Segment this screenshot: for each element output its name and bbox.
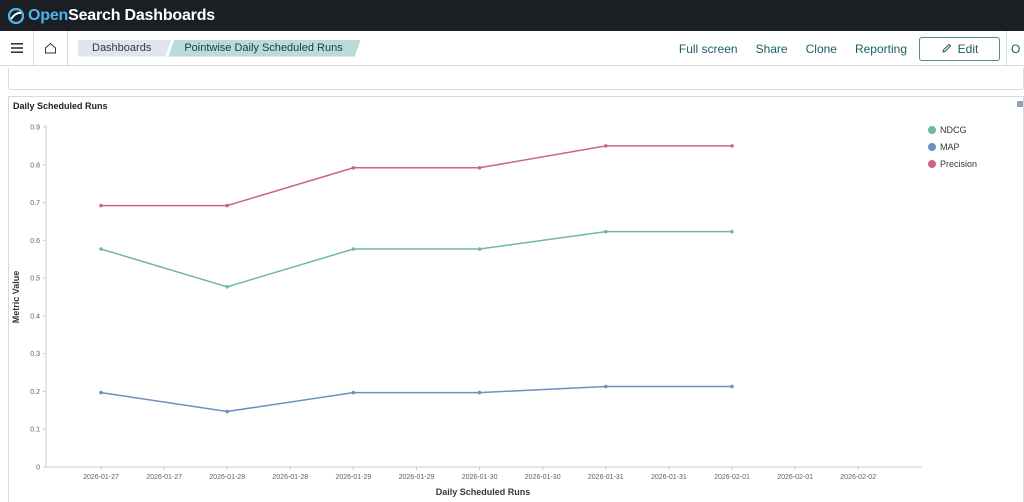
opensearch-logo-icon[interactable] <box>8 7 24 24</box>
more-options[interactable]: O <box>1006 31 1024 66</box>
legend-dot <box>928 142 936 151</box>
panel-options-icon[interactable] <box>1017 101 1023 107</box>
data-point-precision <box>730 144 734 148</box>
top-header: OpenSearch Dashboards <box>0 0 1024 31</box>
data-point-map <box>351 390 356 395</box>
legend-dot <box>928 125 936 134</box>
data-point-ndcg <box>477 247 482 251</box>
y-tick-label: 0 <box>36 465 40 472</box>
x-tick-label: 2026-01-30 <box>525 474 561 481</box>
legend-item-precision[interactable]: Precision <box>928 155 977 172</box>
data-point-ndcg <box>99 247 103 251</box>
y-tick-label: 0.4 <box>30 313 40 320</box>
chart-legend: NDCG MAP Precision <box>928 121 977 172</box>
y-tick-label: 0.5 <box>30 276 40 283</box>
y-tick-label: 0.9 <box>30 125 40 132</box>
data-point-ndcg <box>351 247 356 251</box>
x-tick-label: 2026-01-31 <box>651 474 687 481</box>
data-point-precision <box>225 203 229 208</box>
x-tick-label: 2026-02-01 <box>714 474 750 481</box>
breadcrumb-current-dashboard: Pointwise Daily Scheduled Runs <box>168 40 360 57</box>
y-tick-label: 0.3 <box>30 351 40 358</box>
full-screen-link[interactable]: Full screen <box>678 41 738 56</box>
data-point-map <box>99 390 103 395</box>
data-point-precision <box>99 203 103 208</box>
x-tick-label: 2026-01-29 <box>335 474 371 481</box>
brand-name[interactable]: OpenSearch Dashboards <box>28 6 215 24</box>
x-tick-label: 2026-02-02 <box>840 474 876 481</box>
legend-item-map[interactable]: MAP <box>928 138 977 155</box>
panel-title: Daily Scheduled Runs <box>13 101 108 111</box>
home-icon <box>45 42 56 54</box>
data-point-precision <box>351 166 356 170</box>
y-tick-label: 0.1 <box>30 427 40 434</box>
reporting-link[interactable]: Reporting <box>854 41 907 56</box>
data-point-map <box>477 390 482 395</box>
x-tick-label: 2026-01-28 <box>209 474 245 481</box>
data-point-ndcg <box>604 229 608 234</box>
legend-dot <box>928 159 936 168</box>
data-point-ndcg <box>225 285 229 289</box>
y-tick-label: 0.8 <box>30 162 40 169</box>
x-tick-label: 2026-02-01 <box>777 474 813 481</box>
clone-link[interactable]: Clone <box>805 41 837 56</box>
series-line-map <box>100 385 732 413</box>
data-point-map <box>604 384 608 389</box>
data-point-ndcg <box>730 229 734 234</box>
dashboard-actions: Full screen Share Clone Reporting Edit O <box>670 31 1024 66</box>
data-point-precision <box>604 144 608 148</box>
edit-button[interactable]: Edit <box>919 36 1000 61</box>
navigation-bar: Dashboards Pointwise Daily Scheduled Run… <box>0 30 1024 66</box>
pencil-icon <box>941 43 951 53</box>
breadcrumb-dashboards[interactable]: Dashboards <box>78 40 171 57</box>
y-tick-label: 0.6 <box>30 238 40 245</box>
x-tick-label: 2026-01-28 <box>272 474 308 481</box>
home-button[interactable] <box>34 30 68 66</box>
x-tick-label: 2026-01-27 <box>146 474 182 481</box>
y-axis-title: Metric Value <box>11 271 21 324</box>
y-tick-label: 0.7 <box>30 200 40 207</box>
y-tick-label: 0.2 <box>30 389 40 396</box>
series-line-precision <box>101 145 732 207</box>
legend-label: Precision <box>940 158 978 169</box>
hamburger-icon <box>10 43 23 53</box>
legend-label: MAP <box>940 141 960 152</box>
series-line-ndcg <box>100 230 732 288</box>
x-tick-label: 2026-01-27 <box>83 474 119 481</box>
data-point-precision <box>477 166 482 170</box>
data-point-map <box>225 409 229 414</box>
x-tick-label: 2026-01-29 <box>399 474 435 481</box>
legend-label: NDCG <box>940 124 967 135</box>
x-tick-label: 2026-01-31 <box>588 474 624 481</box>
x-tick-label: 2026-01-30 <box>462 474 498 481</box>
breadcrumb: Dashboards Pointwise Daily Scheduled Run… <box>78 40 361 57</box>
menu-button[interactable] <box>0 30 34 66</box>
legend-item-ndcg[interactable]: NDCG <box>928 121 977 138</box>
x-axis-title: Daily Scheduled Runs <box>436 487 531 497</box>
edit-button-label: Edit <box>957 41 979 56</box>
data-point-map <box>730 384 734 389</box>
share-link[interactable]: Share <box>755 41 788 56</box>
